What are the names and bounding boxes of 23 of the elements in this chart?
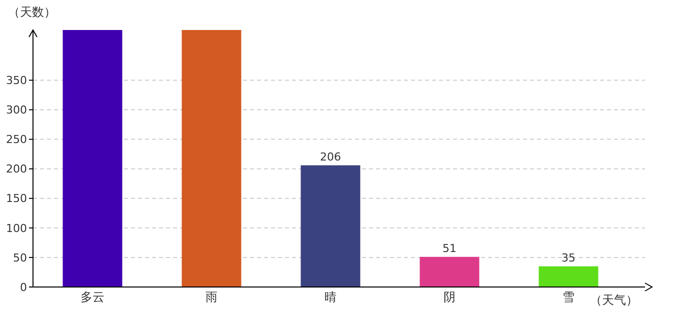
bar (182, 30, 242, 287)
y-tick-label: 150 (6, 192, 27, 206)
data-label: 206 (320, 150, 341, 164)
y-tick-label: 300 (6, 104, 27, 117)
y-tick-label: 0 (20, 280, 27, 294)
y-axis-title: （天数） (8, 5, 56, 19)
bar (420, 256, 480, 287)
y-tick-label: 200 (6, 162, 27, 176)
x-axis-title: （天气） (590, 293, 638, 307)
x-tick-label: 阴 (444, 290, 456, 304)
data-label: 51 (442, 242, 456, 255)
x-tick-label: 雪 (562, 290, 574, 304)
data-label: 35 (562, 251, 576, 264)
bar (62, 30, 122, 287)
y-tick-label: 100 (6, 222, 27, 235)
x-tick-label: 多云 (80, 290, 104, 304)
y-tick-label: 50 (13, 251, 27, 264)
x-tick-label: 晴 (324, 290, 336, 304)
x-tick-label: 雨 (206, 290, 218, 304)
bar (538, 266, 598, 287)
bar (300, 165, 360, 287)
y-tick-label: 250 (6, 133, 27, 146)
y-tick-label: 350 (6, 74, 27, 88)
